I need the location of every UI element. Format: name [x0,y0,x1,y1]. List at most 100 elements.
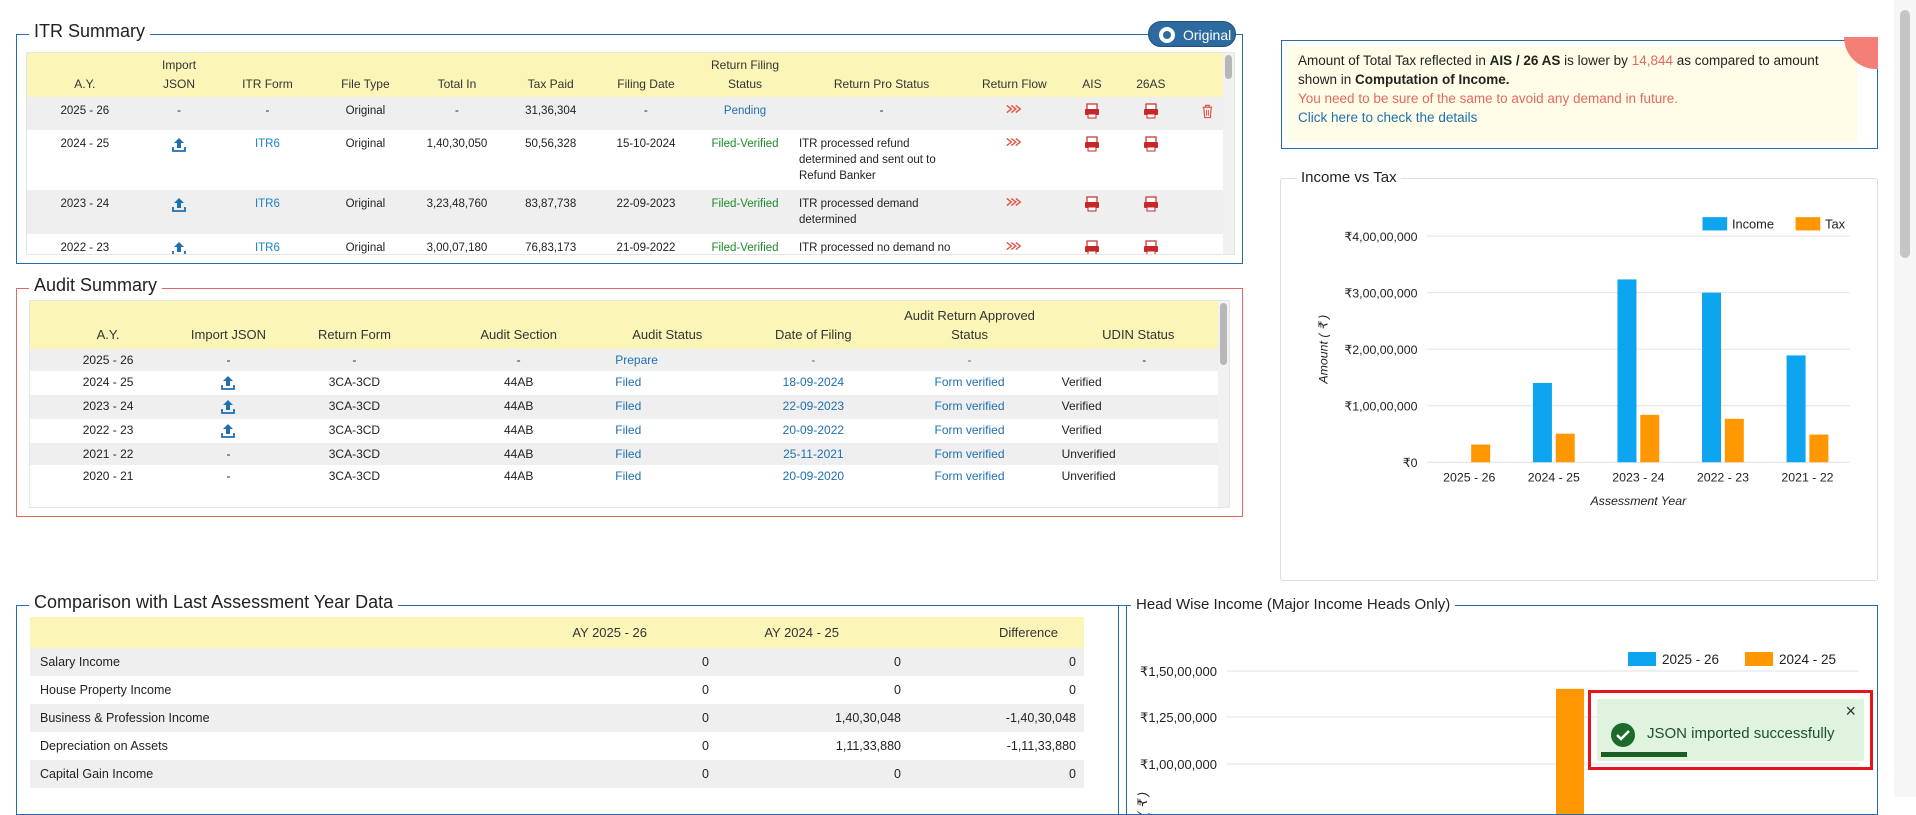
itr-return-flow[interactable] [966,234,1062,254]
delete-icon[interactable] [1200,104,1215,122]
itr-26as[interactable] [1121,97,1180,130]
itr-26as[interactable] [1121,190,1180,234]
upload-icon[interactable] [219,422,237,440]
audit-col-header: A.Y. [30,301,187,349]
x-axis-label: Assessment Year [1589,494,1687,508]
audit-approved-status: Form verified [934,375,1005,389]
legend-label[interactable]: 2024 - 25 [1779,652,1836,667]
comparison-row: Salary Income 0 0 0 [30,648,1084,676]
audit-import-cell: - [186,443,271,465]
upload-icon[interactable] [170,196,188,214]
itr-form-link[interactable]: ITR6 [254,198,280,210]
itr-ais[interactable] [1063,130,1122,190]
legend-label[interactable]: 2025 - 26 [1662,652,1719,667]
return-flow-icon[interactable] [1005,104,1023,118]
audit-udin-status: Verified [1061,423,1102,437]
audit-import-cell[interactable] [186,395,271,419]
ais-pdf-icon[interactable] [1084,196,1100,212]
audit-row: 2025 - 26 - - - Prepare - - - [30,349,1229,371]
legend-label[interactable]: Tax [1825,217,1846,232]
comparison-value: 0 [702,711,709,725]
toast-close-button[interactable]: × [1845,701,1856,721]
itr-form-link[interactable]: ITR6 [254,138,280,150]
legend-label[interactable]: Income [1732,217,1774,232]
comparison-value: 0 [1069,767,1076,781]
bar-tax-0[interactable] [1471,444,1491,463]
itr-ais[interactable] [1063,190,1122,234]
income-vs-tax-title: Income vs Tax [1297,169,1401,186]
audit-table-scrollbar[interactable] [1218,301,1229,507]
audit-udin-status: Verified [1061,375,1102,389]
audit-status: Filed [615,469,642,483]
bar-2024-25-business[interactable] [1556,688,1584,814]
audit-import-cell: - [186,465,271,487]
itr-filing-status: Filed-Verified [711,242,779,254]
bar-tax-2[interactable] [1640,414,1660,463]
upload-icon[interactable] [219,398,237,416]
itr-col-header: A.Y. [27,53,143,97]
itr-table-scrollbar[interactable] [1223,53,1234,254]
toast-message: JSON imported successfully [1647,725,1835,742]
itr-pro-status: ITR processed refund determined and sent… [798,138,936,182]
comparison-value: 1,11,33,880 [835,739,901,753]
upload-icon[interactable] [219,374,237,392]
bar-tax-1[interactable] [1555,433,1575,463]
26as-pdf-icon[interactable] [1143,103,1159,119]
audit-col-header: Date of Filing [735,301,892,349]
26as-pdf-icon[interactable] [1143,240,1159,254]
audit-import-cell[interactable] [186,371,271,395]
bar-tax-4[interactable] [1809,434,1829,463]
alert-text: Amount of Total Tax reflected in [1298,53,1490,68]
26as-pdf-icon[interactable] [1143,136,1159,152]
comparison-panel: Comparison with Last Assessment Year Dat… [16,592,1127,815]
audit-import-value: - [226,469,231,483]
audit-section: 44AB [503,399,534,413]
bar-income-1[interactable] [1532,382,1552,463]
original-badge[interactable]: Original [1148,21,1236,47]
ais-pdf-icon[interactable] [1084,240,1100,254]
audit-status: Filed [615,399,642,413]
audit-section: 44AB [503,469,534,483]
itr-return-flow[interactable] [966,130,1062,190]
itr-delete-cell[interactable] [1180,97,1234,130]
itr-ais[interactable] [1063,234,1122,254]
check-details-link[interactable]: Click here to check the details [1298,110,1478,125]
itr-26as[interactable] [1121,234,1180,254]
bar-tax-3[interactable] [1724,418,1744,463]
bar-income-3[interactable] [1702,292,1722,463]
audit-table-container[interactable]: A.Y. Import JSON Return Form Audit Section A… [29,300,1230,508]
itr-return-flow[interactable] [966,97,1062,130]
itr-table-container[interactable]: A.Y. Import JSON ITR Form File Type Total In… [26,52,1235,255]
itr-filing-date: 21-09-2022 [616,242,676,254]
page-scrollbar[interactable] [1894,0,1916,797]
audit-ay: 2023 - 24 [82,399,134,413]
bar-income-4[interactable] [1786,355,1806,463]
itr-tax-paid: 50,56,328 [525,138,577,150]
ais-pdf-icon[interactable] [1084,136,1100,152]
itr-26as[interactable] [1121,130,1180,190]
itr-import-cell[interactable] [143,190,216,234]
itr-ais[interactable] [1063,97,1122,130]
return-flow-icon[interactable] [1005,137,1023,151]
y-axis-label: Amount ( ₹ ) [1316,315,1330,385]
audit-return-form: 3CA-3CD [328,469,381,483]
return-flow-icon[interactable] [1005,241,1023,254]
itr-import-cell[interactable] [143,130,216,190]
x-tick-label: 2023 - 24 [1612,470,1664,484]
comparison-table: AY 2025 - 26 AY 2024 - 25 Difference Salar… [30,617,1084,788]
itr-import-cell[interactable] [143,234,216,254]
bar-income-2[interactable] [1617,279,1637,463]
26as-pdf-icon[interactable] [1143,196,1159,212]
itr-row: 2025 - 26 - - Original - 31,36,304 - Pending - [27,97,1234,130]
audit-import-cell[interactable] [186,419,271,443]
itr-filing-status: Pending [723,105,767,117]
return-flow-icon[interactable] [1005,197,1023,211]
itr-form-link[interactable]: ITR6 [254,242,280,254]
audit-approved-status: Form verified [934,447,1005,461]
ais-pdf-icon[interactable] [1084,103,1100,119]
itr-filing-status: Filed-Verified [711,198,779,210]
upload-icon[interactable] [170,240,188,254]
upload-icon[interactable] [170,136,188,154]
itr-return-flow[interactable] [966,190,1062,234]
audit-return-form: 3CA-3CD [328,399,381,413]
